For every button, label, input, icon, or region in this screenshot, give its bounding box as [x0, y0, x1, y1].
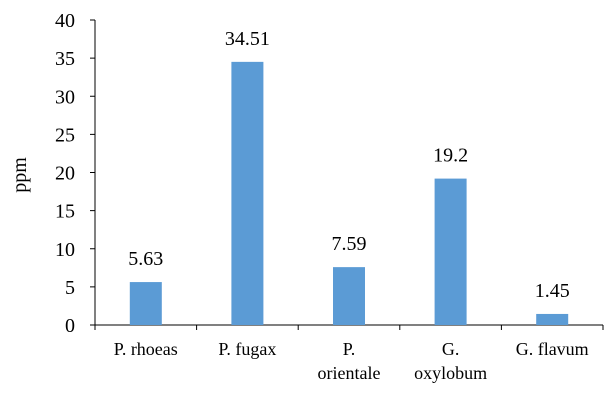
y-tick-label: 5	[65, 277, 75, 299]
data-label: 1.45	[535, 280, 570, 302]
y-tick-label: 20	[55, 163, 75, 185]
bars	[129, 61, 569, 325]
bar	[333, 267, 365, 325]
data-label: 19.2	[433, 145, 468, 167]
x-tick-label-line: G.	[442, 339, 460, 359]
x-tick-label-line: oxylobum	[414, 363, 487, 383]
y-axis: 0 5 10 15 20 25 30 35 40	[55, 10, 96, 337]
y-tick-label: 40	[55, 10, 75, 32]
bar	[129, 282, 162, 325]
x-tick-label: P. fugax	[218, 339, 276, 359]
x-tick-label-line: P.	[343, 339, 356, 359]
x-tick-label: P. rhoeas	[114, 339, 178, 359]
data-label: 7.59	[332, 233, 367, 255]
x-tick-label: G. oxylobum	[414, 339, 487, 383]
data-label: 5.63	[128, 248, 163, 270]
y-tick-label: 25	[55, 124, 75, 146]
x-tick-label-line: G. flavum	[516, 339, 589, 359]
y-tick-label: 0	[65, 315, 75, 337]
data-labels: 5.63 34.51 7.59 19.2 1.45	[128, 28, 569, 302]
bar	[231, 61, 264, 325]
y-tick-label: 15	[55, 201, 75, 223]
y-tick-label: 35	[55, 48, 75, 70]
y-tick-label: 30	[55, 86, 75, 108]
data-label: 34.51	[225, 28, 270, 50]
bar	[536, 313, 569, 325]
x-tick-label-line: P. rhoeas	[114, 339, 178, 359]
x-tick-label: G. flavum	[516, 339, 589, 359]
x-tick-label-line: P. fugax	[218, 339, 276, 359]
y-tick-label: 10	[55, 239, 75, 261]
x-tick-label-line: orientale	[318, 363, 381, 383]
x-tick-label: P. orientale	[318, 339, 381, 383]
bar	[434, 178, 467, 325]
y-axis-title: ppm	[9, 157, 31, 193]
